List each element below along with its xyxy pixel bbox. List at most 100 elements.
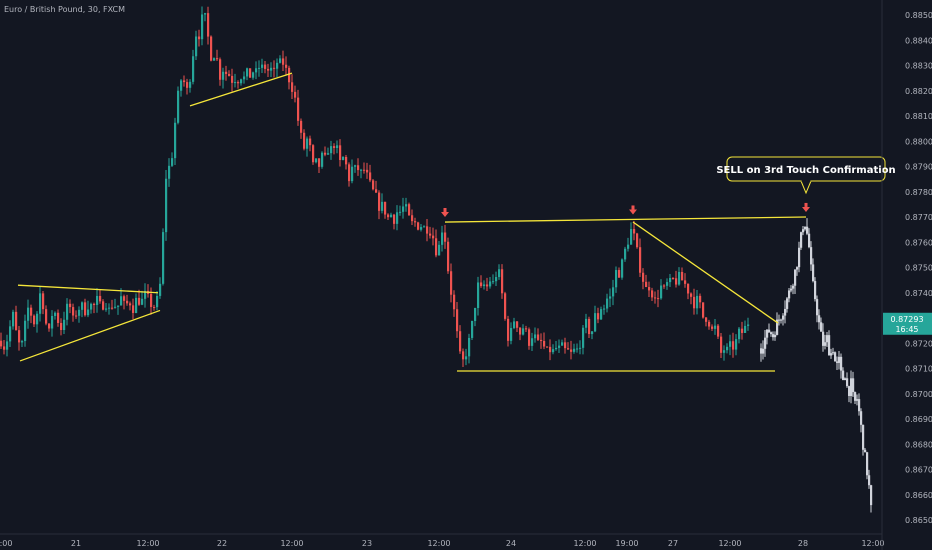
candle-181 bbox=[543, 332, 546, 350]
candle-137 bbox=[411, 209, 414, 225]
candle-24 bbox=[72, 303, 75, 322]
candle-body bbox=[96, 295, 99, 305]
candle-96 bbox=[288, 65, 291, 90]
candle-119 bbox=[357, 158, 360, 176]
arrow-shaft bbox=[804, 202, 808, 207]
candle-111 bbox=[333, 143, 336, 155]
candle-body bbox=[669, 277, 672, 283]
candle-body bbox=[219, 59, 222, 80]
x-tick-6: 12:00 bbox=[427, 539, 450, 548]
candle-192 bbox=[576, 343, 579, 353]
candle-169 bbox=[507, 315, 510, 347]
projection-candle-25 bbox=[810, 241, 813, 271]
candle-144 bbox=[432, 227, 435, 246]
candle-body bbox=[672, 277, 675, 279]
candle-149 bbox=[447, 237, 450, 274]
candle-body bbox=[558, 345, 561, 348]
candle-body bbox=[117, 305, 120, 307]
projection-candle-42 bbox=[844, 377, 847, 381]
candle-238 bbox=[714, 319, 717, 335]
trendlines[interactable] bbox=[17, 72, 807, 372]
candle-body bbox=[663, 285, 666, 287]
price-series bbox=[0, 6, 750, 367]
candle-body bbox=[723, 350, 726, 353]
candle-body bbox=[585, 318, 588, 328]
candle-168 bbox=[504, 291, 507, 321]
projection-candle-37 bbox=[834, 351, 837, 362]
candle-138 bbox=[414, 217, 417, 227]
candle-103 bbox=[309, 135, 312, 152]
candle-body bbox=[666, 282, 669, 286]
candle-46 bbox=[138, 289, 141, 306]
candle-body bbox=[300, 120, 303, 133]
current-price-box bbox=[883, 312, 932, 335]
projection-candle-12 bbox=[784, 300, 787, 324]
candle-242 bbox=[726, 343, 729, 354]
candle-body bbox=[114, 306, 117, 308]
candle-body bbox=[249, 68, 252, 78]
candle-173 bbox=[519, 327, 522, 341]
candle-body bbox=[858, 399, 861, 412]
candle-148 bbox=[444, 224, 447, 249]
candle-200 bbox=[600, 306, 603, 321]
candle-107 bbox=[321, 151, 324, 169]
candle-body bbox=[856, 399, 859, 401]
candle-body bbox=[27, 307, 30, 321]
candle-body bbox=[552, 349, 555, 353]
candle-47 bbox=[141, 290, 144, 306]
candle-body bbox=[778, 319, 781, 321]
candle-91 bbox=[273, 60, 276, 78]
candle-151 bbox=[453, 290, 456, 317]
candle-body bbox=[513, 321, 516, 329]
candle-102 bbox=[306, 136, 309, 157]
candle-body bbox=[836, 361, 839, 363]
candle-body bbox=[579, 347, 582, 349]
candle-54 bbox=[162, 228, 165, 286]
candle-body bbox=[9, 326, 12, 342]
candle-body bbox=[357, 165, 360, 171]
candle-body bbox=[306, 138, 309, 149]
candle-body bbox=[333, 146, 336, 149]
candle-65 bbox=[195, 30, 198, 61]
candle-172 bbox=[516, 320, 519, 333]
candle-63 bbox=[189, 79, 192, 93]
candle-215 bbox=[645, 274, 648, 288]
candle-body bbox=[546, 346, 549, 348]
candle-body bbox=[549, 346, 552, 353]
candle-body bbox=[186, 82, 189, 88]
candle-body bbox=[519, 327, 522, 335]
projection-candle-36 bbox=[832, 347, 835, 355]
candle-body bbox=[228, 73, 231, 76]
candle-157 bbox=[471, 320, 474, 341]
candle-body bbox=[195, 36, 198, 57]
candle-187 bbox=[561, 339, 564, 346]
candle-196 bbox=[588, 316, 591, 339]
candle-body bbox=[816, 299, 819, 316]
candle-body bbox=[105, 308, 108, 310]
candle-246 bbox=[738, 327, 741, 344]
candle-156 bbox=[468, 333, 471, 364]
candle-body bbox=[618, 270, 621, 278]
candle-body bbox=[30, 307, 33, 316]
candle-body bbox=[426, 226, 429, 234]
candle-body bbox=[42, 293, 45, 310]
projection-candle-20 bbox=[800, 231, 803, 250]
candle-body bbox=[135, 297, 138, 313]
candle-10 bbox=[30, 304, 33, 324]
candle-body bbox=[766, 329, 769, 338]
candle-5 bbox=[15, 305, 18, 331]
candle-152 bbox=[456, 302, 459, 338]
candle-247 bbox=[741, 321, 744, 340]
candle-64 bbox=[192, 49, 195, 85]
candle-150 bbox=[450, 263, 453, 303]
candle-body bbox=[204, 13, 207, 15]
candle-body bbox=[846, 378, 849, 387]
candle-228 bbox=[684, 273, 687, 288]
projection-candle-44 bbox=[848, 385, 851, 403]
projection-candle-39 bbox=[838, 350, 841, 370]
